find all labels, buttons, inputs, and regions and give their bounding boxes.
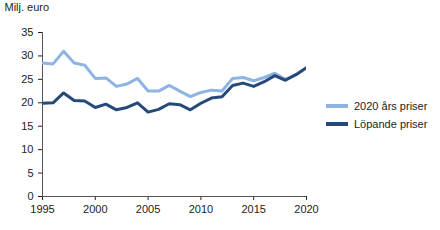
svg-text:20: 20 [21, 96, 33, 108]
svg-text:Milj. euro: Milj. euro [5, 1, 50, 13]
svg-text:15: 15 [21, 120, 33, 132]
svg-text:30: 30 [21, 49, 33, 61]
svg-text:5: 5 [27, 167, 33, 179]
svg-text:2005: 2005 [136, 203, 160, 215]
html-text:Löpande priser: Löpande priser [354, 118, 428, 130]
svg-text:35: 35 [21, 26, 33, 38]
svg-text:2015: 2015 [241, 203, 265, 215]
svg-text:2000: 2000 [83, 203, 107, 215]
svg-text:10: 10 [21, 143, 33, 155]
svg-text:2020: 2020 [294, 203, 318, 215]
svg-text:25: 25 [21, 73, 33, 85]
svg-text:1995: 1995 [30, 203, 54, 215]
svg-text:0: 0 [27, 190, 33, 202]
html-text:2020 års priser: 2020 års priser [354, 100, 428, 112]
svg-text:2010: 2010 [189, 203, 213, 215]
